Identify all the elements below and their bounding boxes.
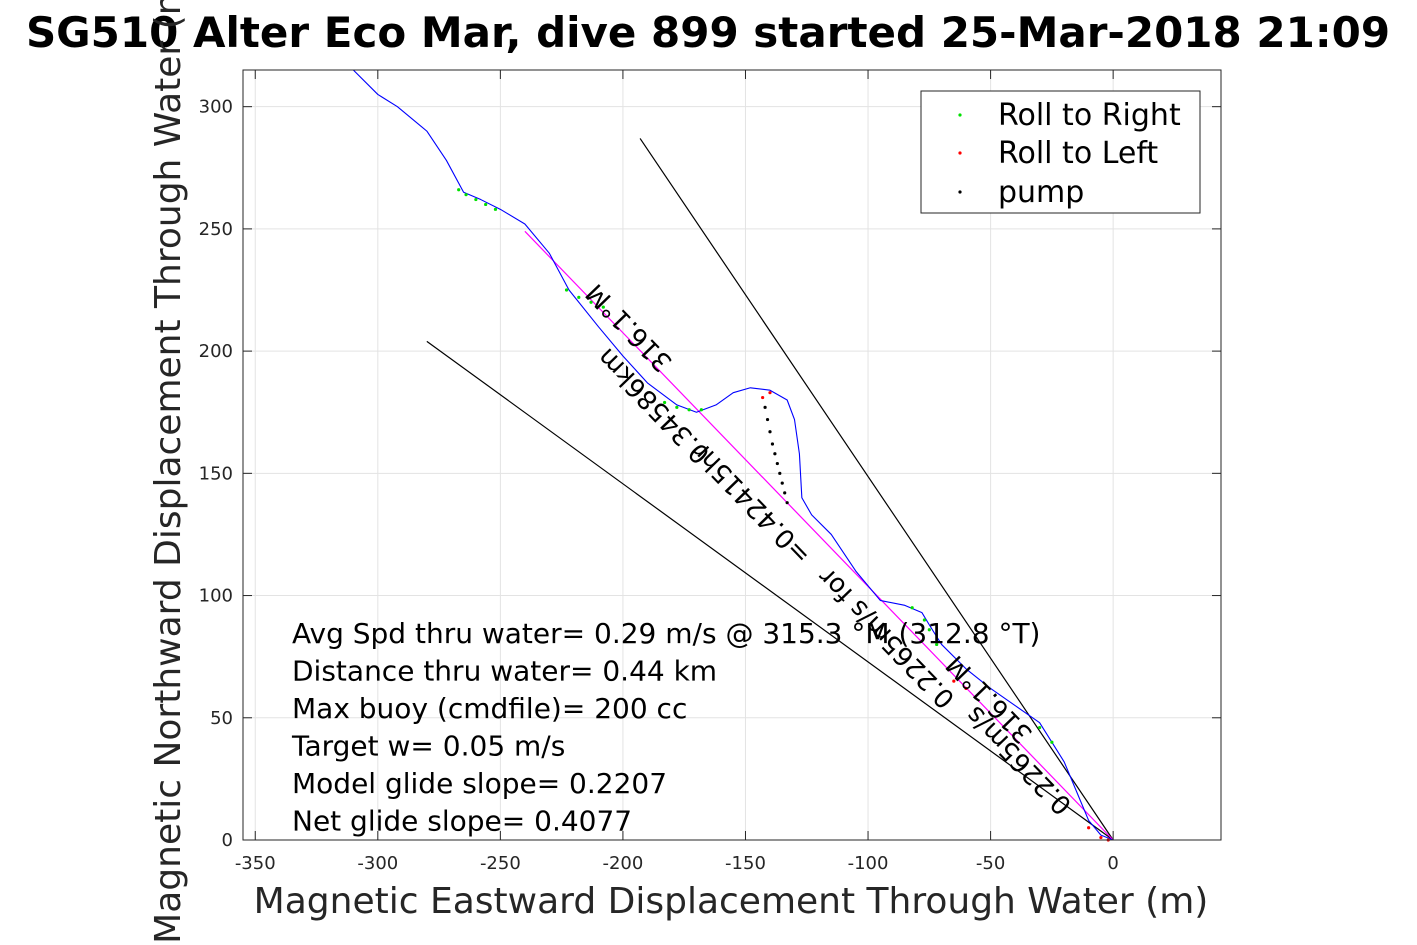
legend-label-roll-left: Roll to Left: [998, 136, 1158, 171]
roll-left-point: [1099, 835, 1103, 840]
roll-right-point: [1050, 740, 1054, 744]
roll-right-point: [687, 408, 691, 412]
plot-lines: [352, 69, 1114, 841]
legend-box: [920, 90, 1201, 214]
x-tick-label: -50: [976, 853, 1005, 874]
y-tick-label: 200: [199, 341, 233, 362]
roll-right-point: [577, 295, 581, 299]
annotation-line-6: Net glide slope= 0.4077: [292, 805, 632, 838]
y-tick-label: 50: [210, 708, 233, 729]
pump-point: [770, 442, 775, 446]
roll-right-point: [464, 193, 468, 197]
legend-marker-pump: [958, 190, 962, 194]
data-markers: [457, 188, 1110, 842]
x-tick-label: -150: [725, 853, 766, 874]
axis-ticks: -350 -300 -250 -200 -150 -100 -50 0 0 50 100 150 200…: [199, 70, 1221, 874]
roll-right-point: [564, 288, 569, 292]
y-tick-label: 150: [199, 463, 233, 484]
roll-right-point: [922, 618, 927, 622]
legend: Roll to Right Roll to Left pump: [920, 90, 1201, 214]
plot-frame: [242, 69, 1222, 841]
annotation-line-4: Target w= 0.05 m/s: [291, 730, 565, 763]
roll-right-point: [457, 188, 461, 192]
envelope-line-1: [639, 138, 1114, 841]
annotation-line-3: Max buoy (cmdfile)= 200 cc: [292, 692, 687, 725]
legend-label-roll-right: Roll to Right: [998, 98, 1181, 133]
envelope-line-2: [426, 340, 1114, 841]
x-tick-label: -300: [357, 853, 398, 874]
roll-right-point: [910, 606, 914, 610]
x-tick-label: 0: [1107, 853, 1118, 874]
pump-point: [783, 491, 787, 495]
track-line: [352, 69, 1114, 841]
roll-right-point: [474, 197, 478, 202]
roll-left-point: [952, 679, 956, 683]
roll-right-point: [927, 628, 931, 632]
y-tick-label: 250: [199, 219, 233, 240]
roll-right-point: [935, 642, 939, 647]
pump-point: [775, 461, 779, 466]
x-tick-label: -100: [848, 853, 889, 874]
roll-right-point: [484, 202, 488, 207]
y-tick-label: 100: [199, 586, 233, 607]
roll-left-point: [761, 395, 765, 400]
x-tick-label: -200: [602, 853, 643, 874]
roll-left-point: [1087, 826, 1091, 830]
pump-point: [768, 430, 772, 434]
pump-point: [763, 405, 767, 409]
roll-right-point: [675, 405, 679, 409]
stats-annotations: Avg Spd thru water= 0.29 m/s @ 315.3 °M …: [291, 617, 1040, 838]
y-tick-label: 300: [199, 97, 233, 118]
x-tick-label: -250: [480, 853, 521, 874]
x-tick-label: -350: [235, 853, 276, 874]
annotation-line-1: Avg Spd thru water= 0.29 m/s @ 315.3 °M …: [292, 617, 1040, 650]
annotation-line-2: Distance thru water= 0.44 km: [292, 655, 717, 688]
pump-point: [765, 417, 770, 422]
roll-left-point: [964, 686, 968, 691]
y-axis-title: Magnetic Northward Displacement Through …: [148, 0, 189, 944]
roll-right-point: [589, 300, 593, 304]
legend-marker-roll-left: [958, 151, 962, 155]
roll-left-point: [768, 391, 772, 395]
pump-point: [785, 501, 789, 505]
roll-right-point: [1038, 725, 1042, 730]
roll-right-point: [493, 207, 498, 211]
chart-title: SG510 Alter Eco Mar, dive 899 started 25…: [26, 8, 1390, 57]
roll-right-point: [601, 305, 605, 309]
y-tick-label: 0: [222, 830, 233, 851]
legend-marker-roll-right: [958, 113, 962, 117]
course-line: [524, 230, 1114, 841]
annotation-line-5: Model glide slope= 0.2207: [292, 767, 667, 800]
pump-point: [773, 452, 777, 456]
roll-right-point: [662, 400, 667, 405]
legend-label-pump: pump: [998, 175, 1084, 210]
roll-right-point: [699, 408, 703, 412]
pump-point: [778, 471, 782, 475]
x-axis-title: Magnetic Eastward Displacement Through W…: [254, 881, 1209, 922]
pump-point: [780, 481, 784, 485]
